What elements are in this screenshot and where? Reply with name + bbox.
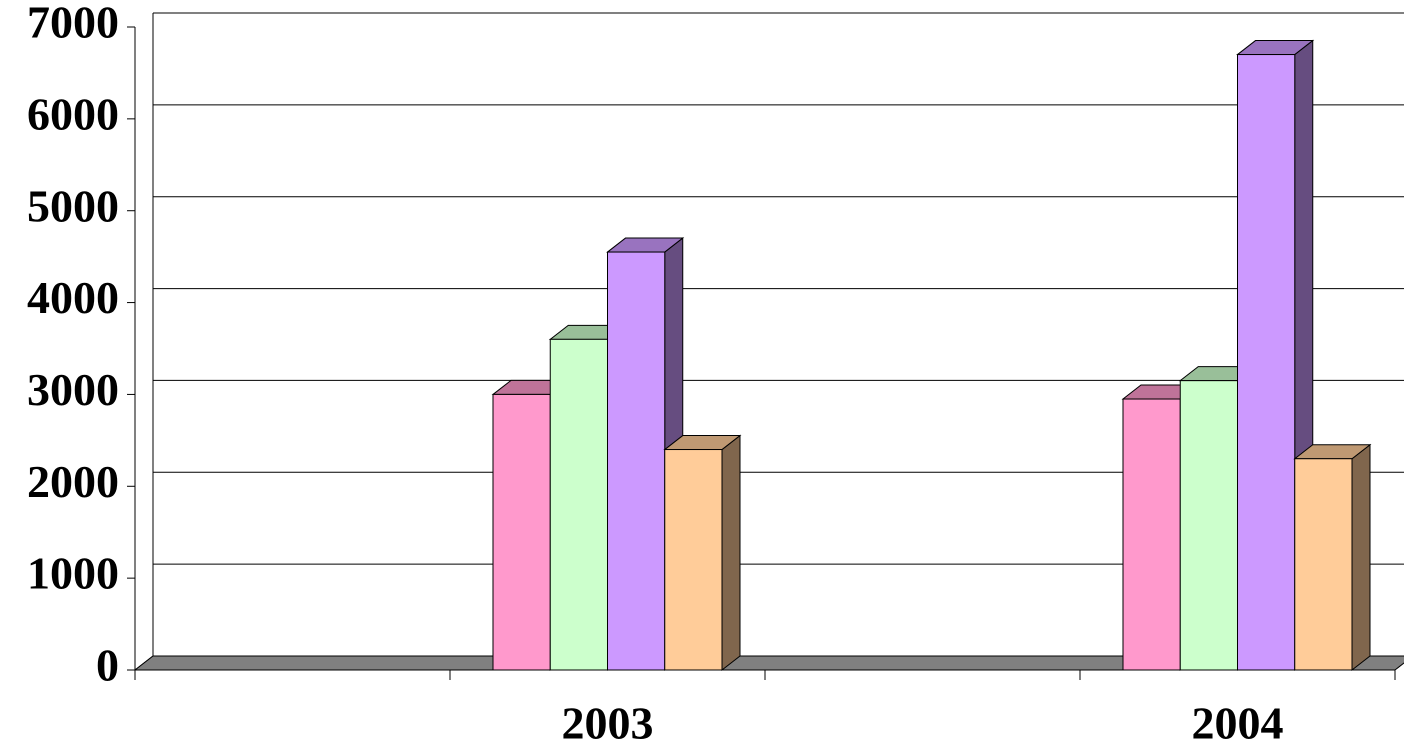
y-tick-label: 7000 <box>27 0 119 48</box>
bar <box>1179 380 1239 671</box>
bar <box>492 393 551 671</box>
bar <box>1237 54 1296 671</box>
y-tick-label: 4000 <box>27 272 119 323</box>
y-tick-label: 6000 <box>27 88 119 139</box>
bar <box>1294 458 1353 671</box>
y-tick-label: 3000 <box>27 364 119 415</box>
y-tick-label: 0 <box>96 640 119 691</box>
bar <box>664 449 723 671</box>
bar-side <box>721 434 741 672</box>
y-tick-label: 2000 <box>27 456 119 507</box>
x-tick-label: 2004 <box>1192 698 1284 749</box>
y-tick-label: 1000 <box>27 548 119 599</box>
bar <box>549 338 609 671</box>
bar-side <box>1351 443 1371 672</box>
x-tick-label: 2003 <box>562 698 654 749</box>
bar <box>607 251 666 671</box>
bar <box>1122 398 1181 671</box>
y-tick-label: 5000 <box>27 180 119 231</box>
